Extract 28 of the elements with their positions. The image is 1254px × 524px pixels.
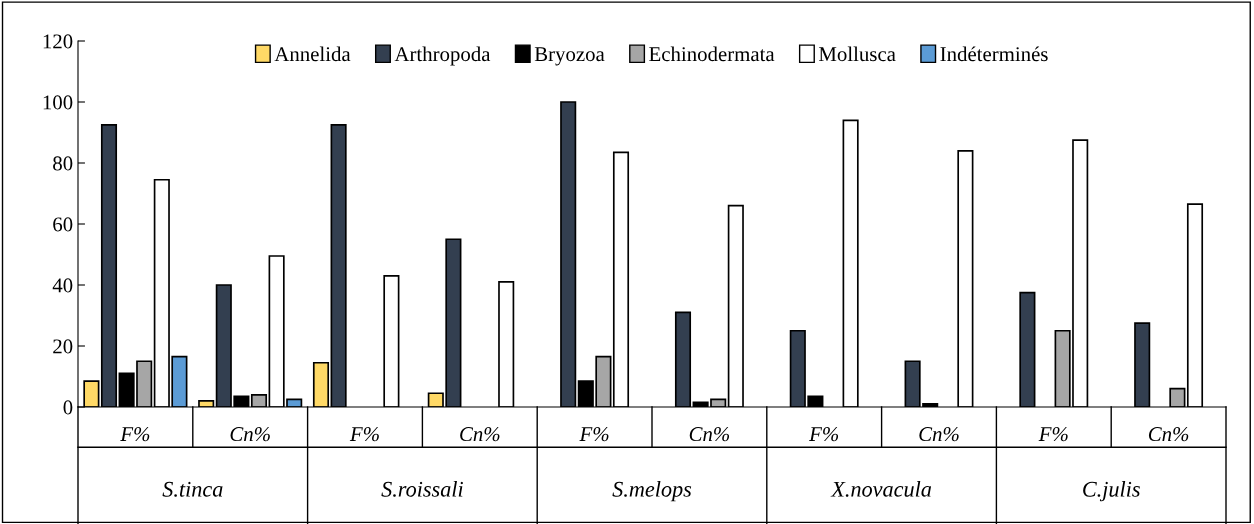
y-tick-label: 20 [53, 339, 73, 354]
x-tick-label: Cn% [230, 427, 270, 442]
legend-label: Echinodermata [649, 46, 775, 62]
legend-label: Arthropoda [394, 46, 491, 66]
x-tick-label: F% [349, 427, 379, 442]
legend-label: Annelida [274, 46, 351, 62]
y-tick-label: 100 [43, 95, 73, 110]
legend-label: Bryozoa [534, 47, 605, 66]
x-tick-label: Cn% [1148, 427, 1189, 442]
x-tick-label: Cn% [460, 427, 500, 442]
text: C.julis [1083, 481, 1140, 502]
text: S.roissali [381, 481, 463, 497]
x-tick-label: Cn% [689, 427, 730, 442]
x-tick-label: Cn% [919, 427, 959, 442]
legend-label: Indéterminés [940, 46, 1048, 62]
text: S.tinca [162, 481, 223, 497]
text: X.novacula [830, 481, 932, 497]
y-tick-label: 40 [52, 278, 73, 293]
y-tick-label: 120 [43, 34, 73, 49]
text: S.melops [612, 481, 692, 502]
y-tick-label: 80 [53, 156, 73, 171]
y-tick-label: 0 [63, 400, 73, 415]
x-tick-label: F% [579, 427, 609, 442]
x-tick-label: F% [120, 427, 150, 442]
y-tick-label: 60 [53, 217, 73, 232]
x-tick-label: F% [1038, 427, 1068, 442]
legend-label: Mollusca [818, 46, 896, 62]
x-tick-label: F% [809, 427, 839, 442]
